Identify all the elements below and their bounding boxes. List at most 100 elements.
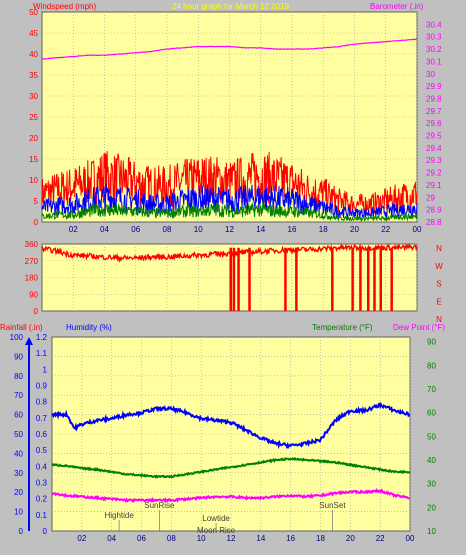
- compass-label: W: [435, 262, 443, 271]
- direction-tick-label: 180: [25, 274, 39, 283]
- temperature-tick-label: 80: [427, 361, 436, 370]
- humidity-tick-label: 80: [14, 372, 23, 381]
- barometer-tick-label: 29.9: [426, 82, 442, 91]
- x-tick-label: 14: [256, 534, 265, 543]
- barometer-tick-label: 29.1: [426, 181, 442, 190]
- rainfall-tick-label: 0.5: [36, 446, 48, 455]
- event-annotation-label: Hightide: [104, 511, 134, 520]
- x-tick-label: 10: [194, 225, 203, 234]
- x-tick-label: 18: [316, 534, 325, 543]
- direction-drop-mark: [379, 247, 382, 311]
- rainfall-tick-label: 1.2: [36, 333, 48, 342]
- direction-drop-mark: [359, 247, 362, 311]
- compass-label: S: [436, 280, 441, 289]
- rainfall-axis-arrow: [25, 337, 33, 345]
- x-tick-label: 12: [227, 534, 236, 543]
- windspeed-tick-label: 15: [29, 155, 38, 164]
- rainfall-tick-label: 1: [43, 365, 48, 374]
- direction-drop-mark: [367, 247, 370, 311]
- barometer-tick-label: 30.1: [426, 57, 442, 66]
- x-tick-label: 16: [288, 225, 297, 234]
- x-tick-label: 12: [225, 225, 234, 234]
- humidity-tick-label: 70: [14, 391, 23, 400]
- rainfall-axis-title: Rainfall (.in): [0, 323, 43, 332]
- windspeed-tick-label: 25: [29, 113, 38, 122]
- rainfall-tick-label: 1.1: [36, 349, 48, 358]
- barometer-tick-label: 29: [426, 193, 435, 202]
- x-tick-label: 14: [256, 225, 265, 234]
- direction-drop-mark: [331, 247, 334, 311]
- wind-speed-series: [41, 150, 418, 215]
- temperature-series: [51, 456, 411, 479]
- x-tick-label: 18: [319, 225, 328, 234]
- x-tick-label: 02: [77, 534, 86, 543]
- windspeed-tick-label: 20: [29, 134, 38, 143]
- direction-drop-mark: [373, 247, 376, 311]
- x-tick-label: 06: [131, 225, 140, 234]
- event-annotation-label: Moon Rise: [197, 526, 236, 535]
- x-tick-label: 00: [406, 534, 415, 543]
- temperature-tick-label: 50: [427, 432, 436, 441]
- humidity-tick-label: 60: [14, 411, 23, 420]
- humidity-tick-label: 30: [14, 469, 23, 478]
- humidity-tick-label: 90: [14, 352, 23, 361]
- windspeed-tick-label: 40: [29, 50, 38, 59]
- direction-drop-mark: [232, 247, 236, 311]
- windspeed-axis-title: Windspeed (mph): [33, 2, 96, 11]
- x-tick-label: 02: [69, 225, 78, 234]
- humidity-axis-title: Humidity (%): [66, 323, 112, 332]
- windspeed-tick-label: 30: [29, 92, 38, 101]
- direction-drop-mark: [237, 247, 240, 311]
- rainfall-tick-label: 0.8: [36, 398, 48, 407]
- barometer-tick-label: 29.4: [426, 144, 442, 153]
- rainfall-tick-label: 0.4: [36, 462, 48, 471]
- windspeed-tick-label: 35: [29, 71, 38, 80]
- barometer-series: [41, 38, 418, 60]
- temperature-tick-label: 90: [427, 338, 436, 347]
- direction-drop-mark: [248, 247, 251, 311]
- x-tick-label: 10: [197, 534, 206, 543]
- temperature-tick-label: 10: [427, 527, 436, 536]
- x-tick-label: 22: [376, 534, 385, 543]
- gust-series: [41, 201, 418, 223]
- barometer-tick-label: 29.7: [426, 107, 442, 116]
- direction-drop-mark: [351, 247, 354, 311]
- barometer-tick-label: 28.8: [426, 218, 442, 227]
- direction-tick-label: 360: [25, 240, 39, 249]
- rainfall-tick-label: 0.2: [36, 495, 48, 504]
- x-tick-label: 08: [163, 225, 172, 234]
- barometer-tick-label: 29.6: [426, 119, 442, 128]
- event-annotation-label: SunRise: [144, 501, 175, 510]
- temperature-tick-label: 30: [427, 480, 436, 489]
- windspeed-tick-label: 5: [34, 197, 39, 206]
- temperature-axis-title: Temperature (°F): [312, 323, 373, 332]
- barometer-tick-label: 29.3: [426, 156, 442, 165]
- direction-drop-mark: [295, 247, 298, 311]
- rainfall-tick-label: 0.6: [36, 430, 48, 439]
- barometer-tick-label: 29.8: [426, 94, 442, 103]
- direction-tick-label: 90: [29, 290, 38, 299]
- direction-tick-label: 0: [34, 307, 39, 316]
- x-tick-label: 20: [350, 225, 359, 234]
- x-tick-label: 00: [413, 225, 422, 234]
- x-tick-label: 22: [381, 225, 390, 234]
- humidity-tick-label: 50: [14, 430, 23, 439]
- rainfall-tick-label: 0.3: [36, 479, 48, 488]
- x-tick-label: 06: [137, 534, 146, 543]
- direction-drop-mark: [229, 247, 232, 311]
- direction-tick-label: 270: [25, 257, 39, 266]
- barometer-axis-title: Barometer (.in): [370, 2, 424, 11]
- barometer-tick-label: 30.2: [426, 45, 442, 54]
- x-tick-label: 04: [100, 225, 109, 234]
- temperature-tick-label: 40: [427, 456, 436, 465]
- barometer-tick-label: 29.2: [426, 169, 442, 178]
- humidity-series: [51, 401, 411, 450]
- dewpoint-axis-title: Dew Point (°F): [393, 323, 445, 332]
- humidity-tick-label: 100: [10, 333, 24, 342]
- windspeed-tick-label: 10: [29, 176, 38, 185]
- direction-drop-mark: [390, 247, 393, 311]
- compass-label: E: [436, 297, 441, 306]
- windspeed-tick-label: 0: [34, 218, 39, 227]
- direction-drop-mark: [284, 247, 287, 311]
